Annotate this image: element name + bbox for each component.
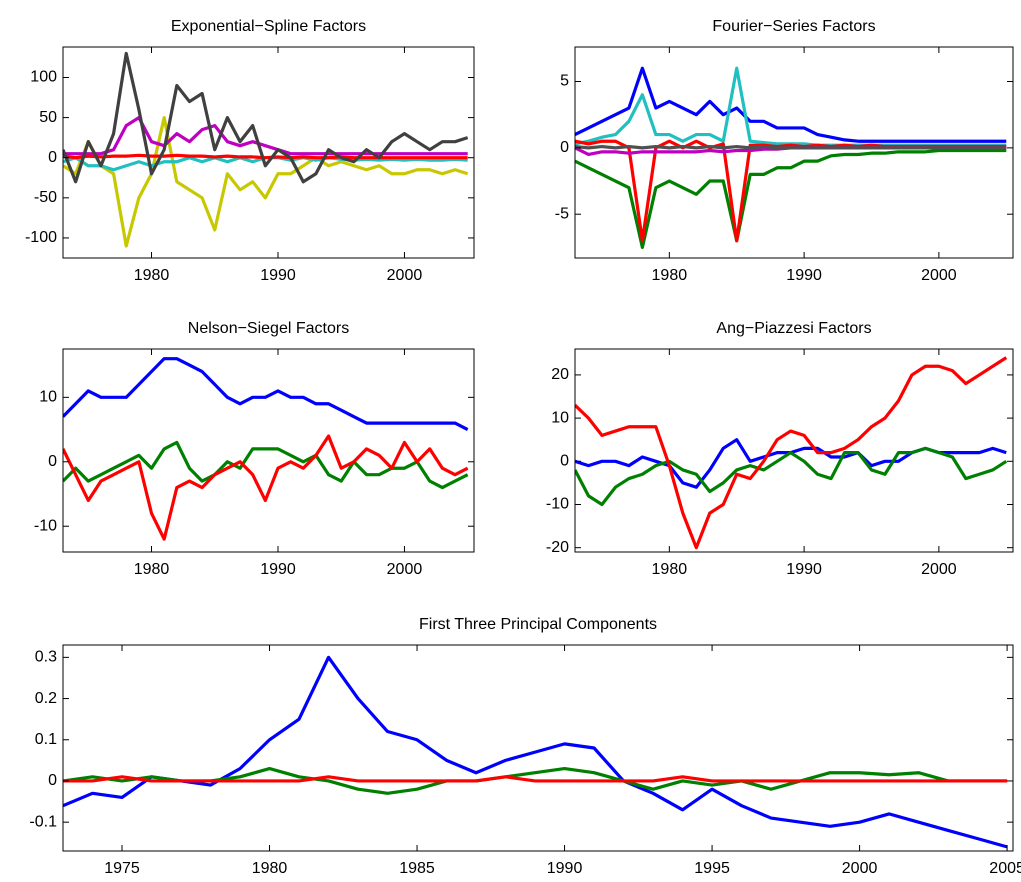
x-tick-label: 1985 bbox=[399, 860, 435, 877]
x-tick-label: 1980 bbox=[652, 267, 688, 284]
series-group bbox=[63, 357, 469, 541]
x-tick-label: 1990 bbox=[786, 267, 822, 284]
series-line bbox=[63, 655, 1008, 849]
series-line bbox=[63, 116, 468, 156]
plot-frame bbox=[574, 46, 1014, 259]
y-tick-label: 0 bbox=[560, 453, 569, 470]
y-tick-label: -0.1 bbox=[29, 813, 57, 830]
chart-title: Fourier−Series Factors bbox=[712, 18, 875, 35]
x-tick-label: 1990 bbox=[260, 561, 296, 578]
series-line bbox=[575, 148, 1007, 249]
y-tick-label: 0.3 bbox=[35, 649, 57, 666]
series-group bbox=[575, 66, 1007, 249]
x-tick-label: 1990 bbox=[786, 561, 822, 578]
panel: Ang−Piazzesi Factors -20 -10 0 10 20 1980 1990 2… bbox=[546, 320, 1014, 578]
panel: Nelson−Siegel Factors -10 0 10 1980 1990 2000 bbox=[34, 320, 475, 578]
series-line bbox=[575, 66, 1007, 143]
series-group bbox=[63, 51, 469, 248]
series-line bbox=[63, 775, 1008, 783]
x-tick-label: 1980 bbox=[134, 561, 170, 578]
series-line bbox=[63, 440, 469, 490]
x-tick-label: 1975 bbox=[104, 860, 140, 877]
plot-frame bbox=[62, 46, 475, 259]
y-tick-label: 50 bbox=[39, 109, 57, 126]
series-group bbox=[575, 356, 1008, 550]
y-tick-label: 0.2 bbox=[35, 690, 57, 707]
series-line bbox=[63, 51, 469, 184]
y-tick-label: -50 bbox=[34, 189, 57, 206]
panel: Fourier−Series Factors -5 0 5 1980 1990 2000 bbox=[555, 18, 1014, 284]
panel: First Three Principal Components -0.1 0 0.1… bbox=[29, 616, 1021, 877]
y-tick-label: -100 bbox=[25, 229, 57, 246]
chart-title: Nelson−Siegel Factors bbox=[188, 320, 349, 337]
y-tick-label: 10 bbox=[551, 409, 569, 426]
x-tick-label: 2000 bbox=[842, 860, 878, 877]
series-line bbox=[575, 356, 1008, 550]
y-tick-label: 0 bbox=[48, 149, 57, 166]
x-tick-label: 2000 bbox=[921, 267, 957, 284]
series-line bbox=[575, 438, 1007, 489]
plot-frame bbox=[62, 348, 475, 553]
x-tick-label: 1980 bbox=[252, 860, 288, 877]
panel: Exponential−Spline Factors -100 -50 0 50 100 1… bbox=[25, 18, 475, 284]
y-tick-label: 100 bbox=[30, 69, 57, 86]
series-line bbox=[63, 153, 468, 160]
y-tick-label: 20 bbox=[551, 366, 569, 383]
x-tick-label: 2005 bbox=[989, 860, 1021, 877]
y-tick-label: 0.1 bbox=[35, 731, 57, 748]
series-line bbox=[575, 446, 1008, 507]
series-line bbox=[575, 139, 1007, 243]
series-line bbox=[63, 116, 469, 248]
x-tick-label: 1980 bbox=[652, 561, 688, 578]
plot-frame bbox=[62, 644, 1014, 852]
x-tick-label: 2000 bbox=[921, 561, 957, 578]
y-tick-label: -10 bbox=[546, 496, 569, 513]
y-tick-label: -20 bbox=[546, 539, 569, 556]
series-line bbox=[63, 357, 469, 431]
y-tick-label: 5 bbox=[560, 73, 569, 90]
x-tick-label: 2000 bbox=[387, 267, 423, 284]
y-tick-label: 0 bbox=[560, 139, 569, 156]
chart-title: Ang−Piazzesi Factors bbox=[716, 320, 871, 337]
chart-title: Exponential−Spline Factors bbox=[171, 18, 366, 35]
x-tick-label: 2000 bbox=[387, 561, 423, 578]
chart-title: First Three Principal Components bbox=[419, 616, 657, 633]
x-tick-label: 1980 bbox=[134, 267, 170, 284]
y-tick-label: -10 bbox=[34, 517, 57, 534]
y-tick-label: -5 bbox=[555, 205, 569, 222]
x-tick-label: 1990 bbox=[260, 267, 296, 284]
series-line bbox=[575, 144, 1007, 150]
x-tick-label: 1995 bbox=[694, 860, 730, 877]
plot-frame bbox=[574, 348, 1014, 553]
series-group bbox=[63, 655, 1008, 849]
x-tick-label: 1990 bbox=[547, 860, 583, 877]
y-tick-label: 0 bbox=[48, 453, 57, 470]
series-line bbox=[63, 434, 469, 541]
y-tick-label: 10 bbox=[39, 389, 57, 406]
y-tick-label: 0 bbox=[48, 772, 57, 789]
